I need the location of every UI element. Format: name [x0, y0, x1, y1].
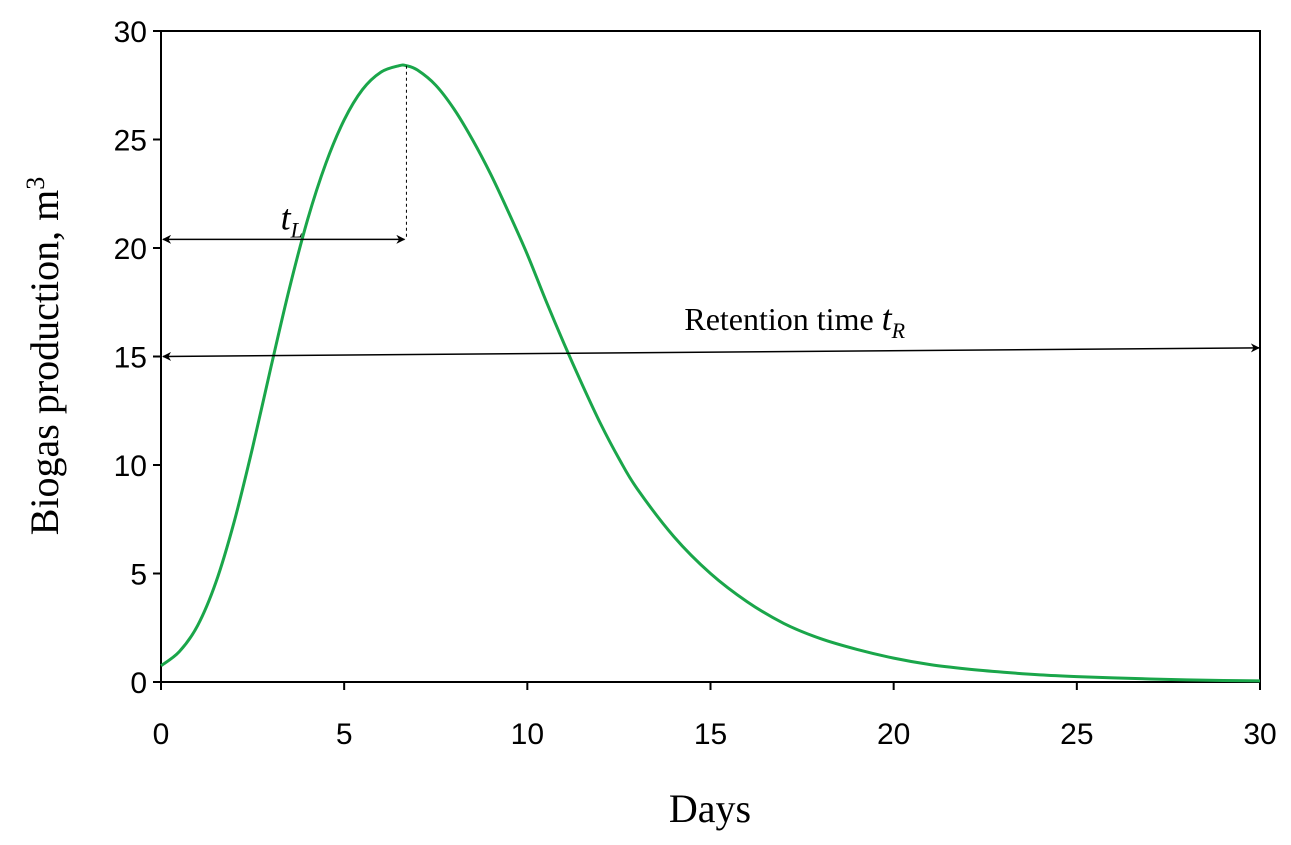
retention-time-arrow [162, 343, 1260, 361]
x-tick-label: 20 [877, 718, 910, 751]
y-tick-label: 25 [114, 125, 147, 158]
y-tick-label: 20 [114, 233, 147, 266]
biogas-production-line [160, 63, 1261, 683]
plot-frame [160, 30, 1261, 683]
y-axis-title: Biogas production, m3 [21, 177, 67, 536]
retention-time-symbol: t [882, 298, 893, 338]
x-tick-label: 15 [694, 718, 727, 751]
x-tick-label: 30 [1243, 718, 1276, 751]
x-tick-label: 5 [336, 718, 353, 751]
y-axis-ticks: 0 5 10 15 20 25 30 [114, 16, 161, 700]
y-tick-label: 0 [130, 667, 147, 700]
y-tick-label: 5 [130, 559, 147, 592]
x-axis-ticks: 0 5 10 15 20 25 30 [153, 682, 1277, 751]
x-axis-title: Days [669, 786, 751, 831]
retention-time-subscript: R [891, 318, 906, 343]
y-tick-label: 15 [114, 342, 147, 375]
y-tick-label: 10 [114, 450, 147, 483]
x-tick-label: 10 [511, 718, 544, 751]
y-axis-title-superscript: 3 [21, 177, 50, 190]
lag-time-subscript: L [290, 217, 303, 242]
y-tick-label: 30 [114, 16, 147, 49]
x-tick-label: 0 [153, 718, 170, 751]
x-tick-label: 25 [1060, 718, 1093, 751]
y-axis-title-text: Biogas production, m [22, 190, 67, 536]
retention-time-label: Retention time tR [684, 298, 905, 343]
lag-time-label: tL [281, 197, 303, 242]
lag-time-symbol: t [281, 197, 292, 237]
retention-time-text: Retention time [684, 301, 873, 337]
